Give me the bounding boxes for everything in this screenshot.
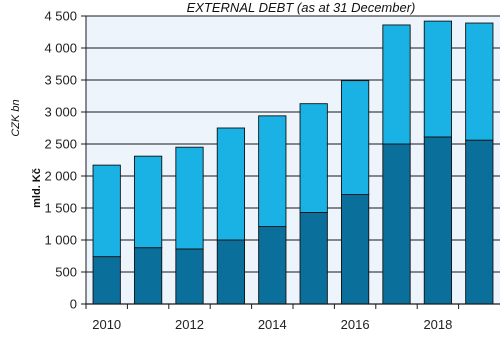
y-tick-label: 2 000 (44, 169, 77, 184)
x-tick-label: 2010 (92, 317, 121, 332)
x-tick-label: 2014 (258, 317, 287, 332)
bar (133, 247, 163, 305)
bar (382, 24, 411, 145)
bar (133, 155, 163, 249)
y-tick-label: 1 000 (44, 233, 77, 248)
y-axis-label-cz: mld. Kč (31, 168, 43, 208)
y-axis-label-en: CZK bn (10, 99, 22, 136)
bar (175, 248, 204, 305)
bar (216, 127, 246, 241)
y-tick-labels: 0 500 1 000 1 500 2 000 2 500 3 000 3 500 4 000 4… (44, 9, 77, 312)
bar (423, 20, 453, 138)
x-tick-label: 2018 (423, 317, 452, 332)
bar (299, 103, 328, 213)
y-tick-label: 3 500 (44, 73, 77, 88)
y-tick-label: 4 500 (44, 9, 77, 24)
x-tick-label: 2016 (341, 317, 370, 332)
bar (92, 164, 121, 258)
y-tick-label: 0 (70, 297, 77, 312)
y-tick-label: 3 000 (44, 105, 77, 120)
bar (382, 143, 411, 305)
y-tick-label: 4 000 (44, 41, 77, 56)
x-tick-labels: 2010 2012 2014 2016 2018 (85, 304, 460, 332)
y-tick-label: 2 500 (44, 137, 77, 152)
bar (258, 115, 287, 228)
bar (175, 146, 204, 250)
y-tick-label: 1 500 (44, 201, 77, 216)
bar (299, 212, 328, 305)
bar (258, 226, 287, 305)
bar (465, 139, 494, 305)
bar (423, 136, 453, 305)
bar (465, 22, 494, 141)
x-tick-label: 2012 (175, 317, 204, 332)
chart-title: EXTERNAL DEBT (as at 31 December) (187, 0, 416, 15)
bar (216, 239, 246, 305)
bar-series (92, 20, 494, 305)
bar (340, 194, 370, 305)
bar (92, 256, 121, 305)
bar (340, 80, 370, 196)
y-tick-label: 500 (55, 265, 77, 280)
